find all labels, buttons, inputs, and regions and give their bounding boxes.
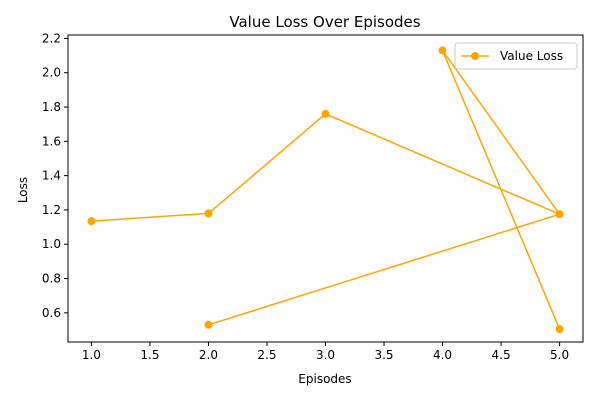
x-tick-label: 2.5 [257,348,276,362]
y-tick-label: 1.4 [42,169,61,183]
data-point [87,217,96,226]
legend-frame [454,42,578,70]
x-tick-label: 5.0 [550,348,569,362]
x-tick-label: 3.5 [374,348,393,362]
y-tick-label: 1.8 [42,100,61,114]
y-tick-label: 1.6 [42,134,61,148]
y-axis-label: Loss [16,177,30,203]
y-tick-label: 0.6 [42,306,61,320]
y-tick-label: 0.8 [42,272,61,286]
data-point [321,109,330,118]
legend: Value Loss [454,42,578,70]
series-line-0 [91,49,561,330]
axes: 1.0 1.5 2.0 2.5 3.0 3.5 4.0 4.5 5.0 0.6 0.8 1.0 1.2 1… [42,31,584,362]
data-point [438,46,447,55]
x-tick-label: 1.0 [82,348,101,362]
y-tick-label: 1.0 [42,237,61,251]
x-tick-label: 4.0 [433,348,452,362]
x-axis-label: Episodes [298,372,351,386]
plot-area [87,46,564,334]
data-point [204,320,213,329]
data-point [555,325,564,334]
data-point [204,209,213,218]
legend-marker-value-loss [471,52,479,60]
x-tick-label: 2.0 [199,348,218,362]
y-tick-label: 1.2 [42,203,61,217]
x-tick-label: 1.5 [140,348,159,362]
x-tick-label: 4.5 [492,348,511,362]
legend-label-value-loss: Value Loss [500,49,563,63]
data-point [555,210,564,219]
y-tick-label: 2.2 [42,31,61,45]
chart-title: Value Loss Over Episodes [229,13,420,31]
y-tick-label: 2.0 [42,66,61,80]
x-tick-label: 3.0 [316,348,335,362]
